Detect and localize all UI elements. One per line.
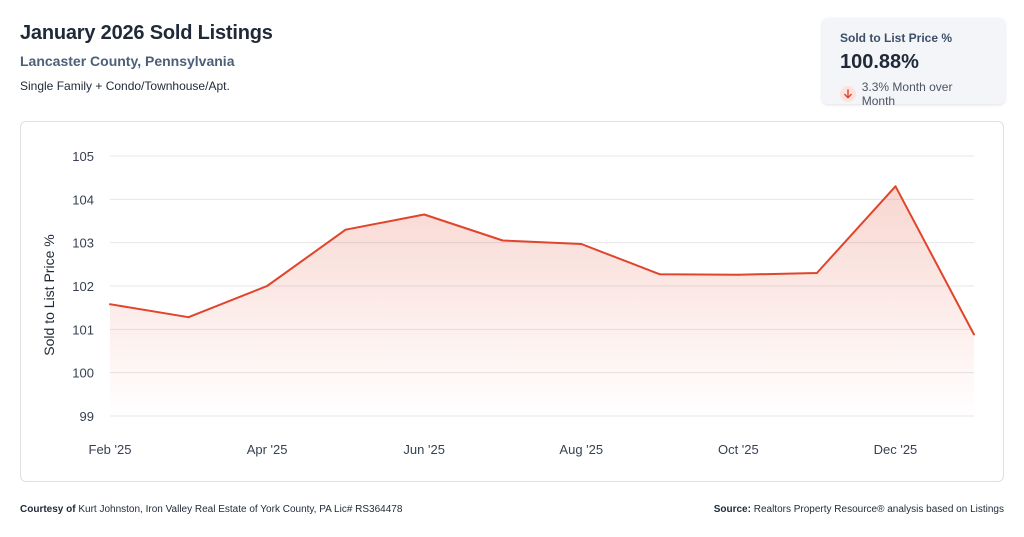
kpi-label: Sold to List Price % xyxy=(840,31,953,45)
data-point xyxy=(737,273,740,276)
page-title: January 2026 Sold Listings xyxy=(20,22,273,44)
kpi-value: 100.88% xyxy=(840,51,919,73)
y-axis-label: Sold to List Price % xyxy=(41,234,57,355)
data-point xyxy=(266,285,269,287)
data-point xyxy=(658,273,661,276)
property-types: Single Family + Condo/Townhouse/Apt. xyxy=(20,79,230,93)
y-tick-label: 101 xyxy=(72,322,94,337)
courtesy-label: Courtesy of xyxy=(20,504,76,515)
y-tick-label: 100 xyxy=(72,366,94,381)
source-label: Source: xyxy=(713,504,751,515)
data-point xyxy=(973,333,975,336)
data-point xyxy=(423,213,426,216)
x-tick-label: Oct '25 xyxy=(718,442,759,457)
report-header: January 2026 Sold Listings Lancaster Cou… xyxy=(20,22,273,93)
location-subtitle: Lancaster County, Pennsylvania xyxy=(20,53,235,69)
y-tick-label: 99 xyxy=(80,409,94,424)
series-line xyxy=(109,185,975,335)
x-tick-label: Jun '25 xyxy=(403,442,445,457)
y-tick-label: 104 xyxy=(72,192,94,207)
data-point xyxy=(815,272,818,274)
x-tick-label: Apr '25 xyxy=(247,442,288,457)
kpi-change-text: 3.3% Month over Month xyxy=(861,80,953,108)
data-point xyxy=(344,228,347,231)
y-tick-label: 105 xyxy=(72,149,94,164)
x-tick-label: Feb '25 xyxy=(89,442,132,457)
data-point xyxy=(109,303,111,306)
x-tick-label: Dec '25 xyxy=(874,442,918,457)
data-point xyxy=(187,316,190,319)
y-tick-label: 102 xyxy=(72,279,94,294)
chart-panel: 99 100 101 102 103 104 105 Feb '25 Apr '25 Jun '… xyxy=(20,121,1004,482)
source-footer: Source: Realtors Property Resource® anal… xyxy=(714,504,1004,515)
source-text: Realtors Property Resource® analysis bas… xyxy=(753,504,1004,515)
courtesy-footer: Courtesy of Kurt Johnston, Iron Valley R… xyxy=(20,504,402,515)
data-point xyxy=(501,239,504,242)
arrow-down-icon xyxy=(840,86,856,102)
x-tick-label: Aug '25 xyxy=(559,442,603,457)
line-chart: 99 100 101 102 103 104 105 Feb '25 Apr '25 Jun '… xyxy=(41,149,975,457)
data-point xyxy=(894,185,897,188)
series-area xyxy=(110,186,974,416)
y-tick-label: 103 xyxy=(72,236,94,251)
kpi-change: 3.3% Month over Month xyxy=(840,80,987,108)
courtesy-text: Kurt Johnston, Iron Valley Real Estate o… xyxy=(78,504,403,515)
data-point xyxy=(580,242,583,245)
kpi-card: Sold to List Price % 100.88% 3.3% Month … xyxy=(822,18,1005,108)
